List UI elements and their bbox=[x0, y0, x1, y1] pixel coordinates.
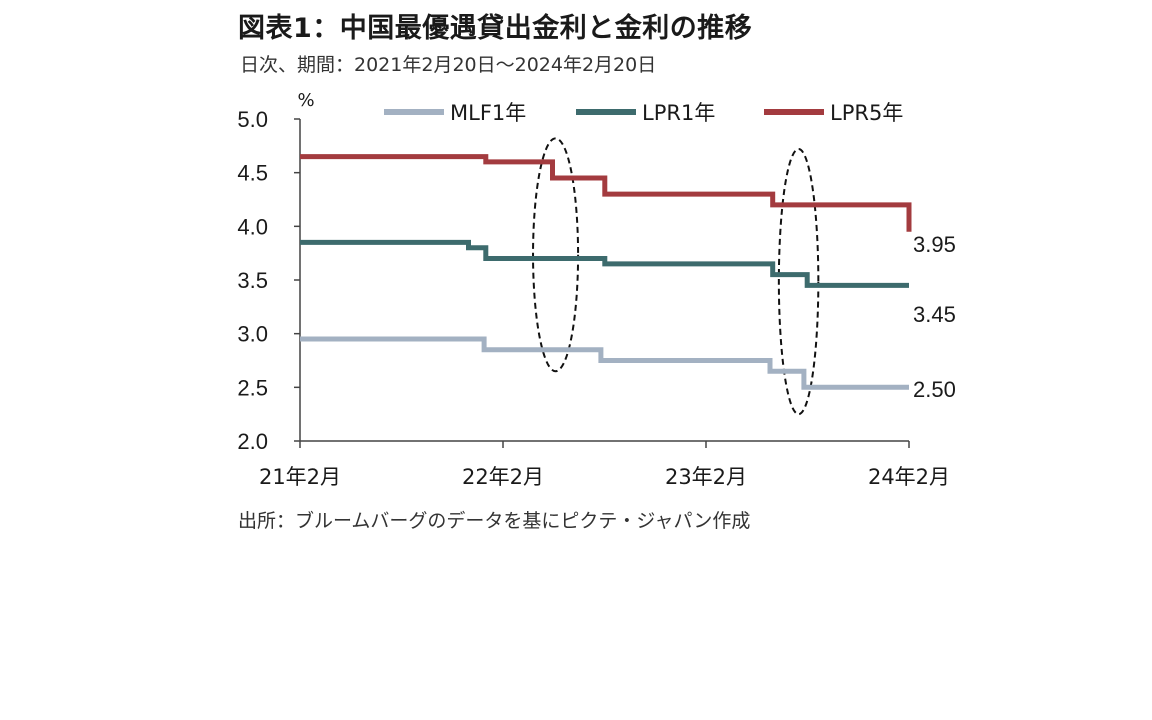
series-line-LPR1年 bbox=[300, 239, 909, 288]
series-line-MLF1年 bbox=[300, 336, 909, 390]
y-tick-label: 4.5 bbox=[237, 161, 268, 186]
highlight-ellipses bbox=[532, 137, 820, 416]
axes: 5.0 4.5 4.0 3.5 3.0 2.5 2.0% 21年2月 22年2月 23年2月 24年… bbox=[237, 90, 950, 489]
end-labels: 3.95 3.45 2.50 bbox=[913, 232, 956, 402]
x-tick-label: 21年2月 bbox=[259, 465, 341, 489]
y-tick-label: 5.0 bbox=[237, 107, 268, 132]
x-tick-label: 24年2月 bbox=[868, 465, 950, 489]
highlight-ellipse bbox=[532, 137, 580, 373]
legend-label-LPR5年: LPR5年 bbox=[830, 101, 903, 125]
y-tick-label: 3.5 bbox=[237, 268, 268, 293]
legend-label-LPR1年: LPR1年 bbox=[642, 101, 715, 125]
end-label-LPR5年: 3.95 bbox=[913, 232, 956, 257]
y-tick-label: 2.0 bbox=[237, 429, 268, 454]
chart-subtitle: 日次、期間：2021年2月20日～2024年2月20日 bbox=[240, 54, 657, 76]
highlight-ellipse bbox=[777, 148, 820, 416]
y-tick-label: 4.0 bbox=[237, 214, 268, 239]
x-tick-label: 23年2月 bbox=[665, 465, 747, 489]
source-note: 出所：ブルームバーグのデータを基にピクテ・ジャパン作成 bbox=[238, 510, 751, 532]
end-label-MLF1年: 2.50 bbox=[913, 377, 956, 402]
end-label-LPR1年: 3.45 bbox=[913, 302, 956, 327]
legend: MLF1年 LPR1年 LPR5年 bbox=[384, 101, 903, 125]
y-tick-label: 3.0 bbox=[237, 322, 268, 347]
x-tick-label: 22年2月 bbox=[462, 465, 544, 489]
series-lines bbox=[300, 154, 912, 390]
series-line-LPR5年 bbox=[300, 154, 912, 232]
chart-title: 図表1：中国最優遇貸出金利と金利の推移 bbox=[238, 13, 753, 44]
y-unit-label: % bbox=[297, 90, 314, 111]
y-tick-label: 2.5 bbox=[237, 375, 268, 400]
legend-label-MLF1年: MLF1年 bbox=[450, 101, 526, 125]
